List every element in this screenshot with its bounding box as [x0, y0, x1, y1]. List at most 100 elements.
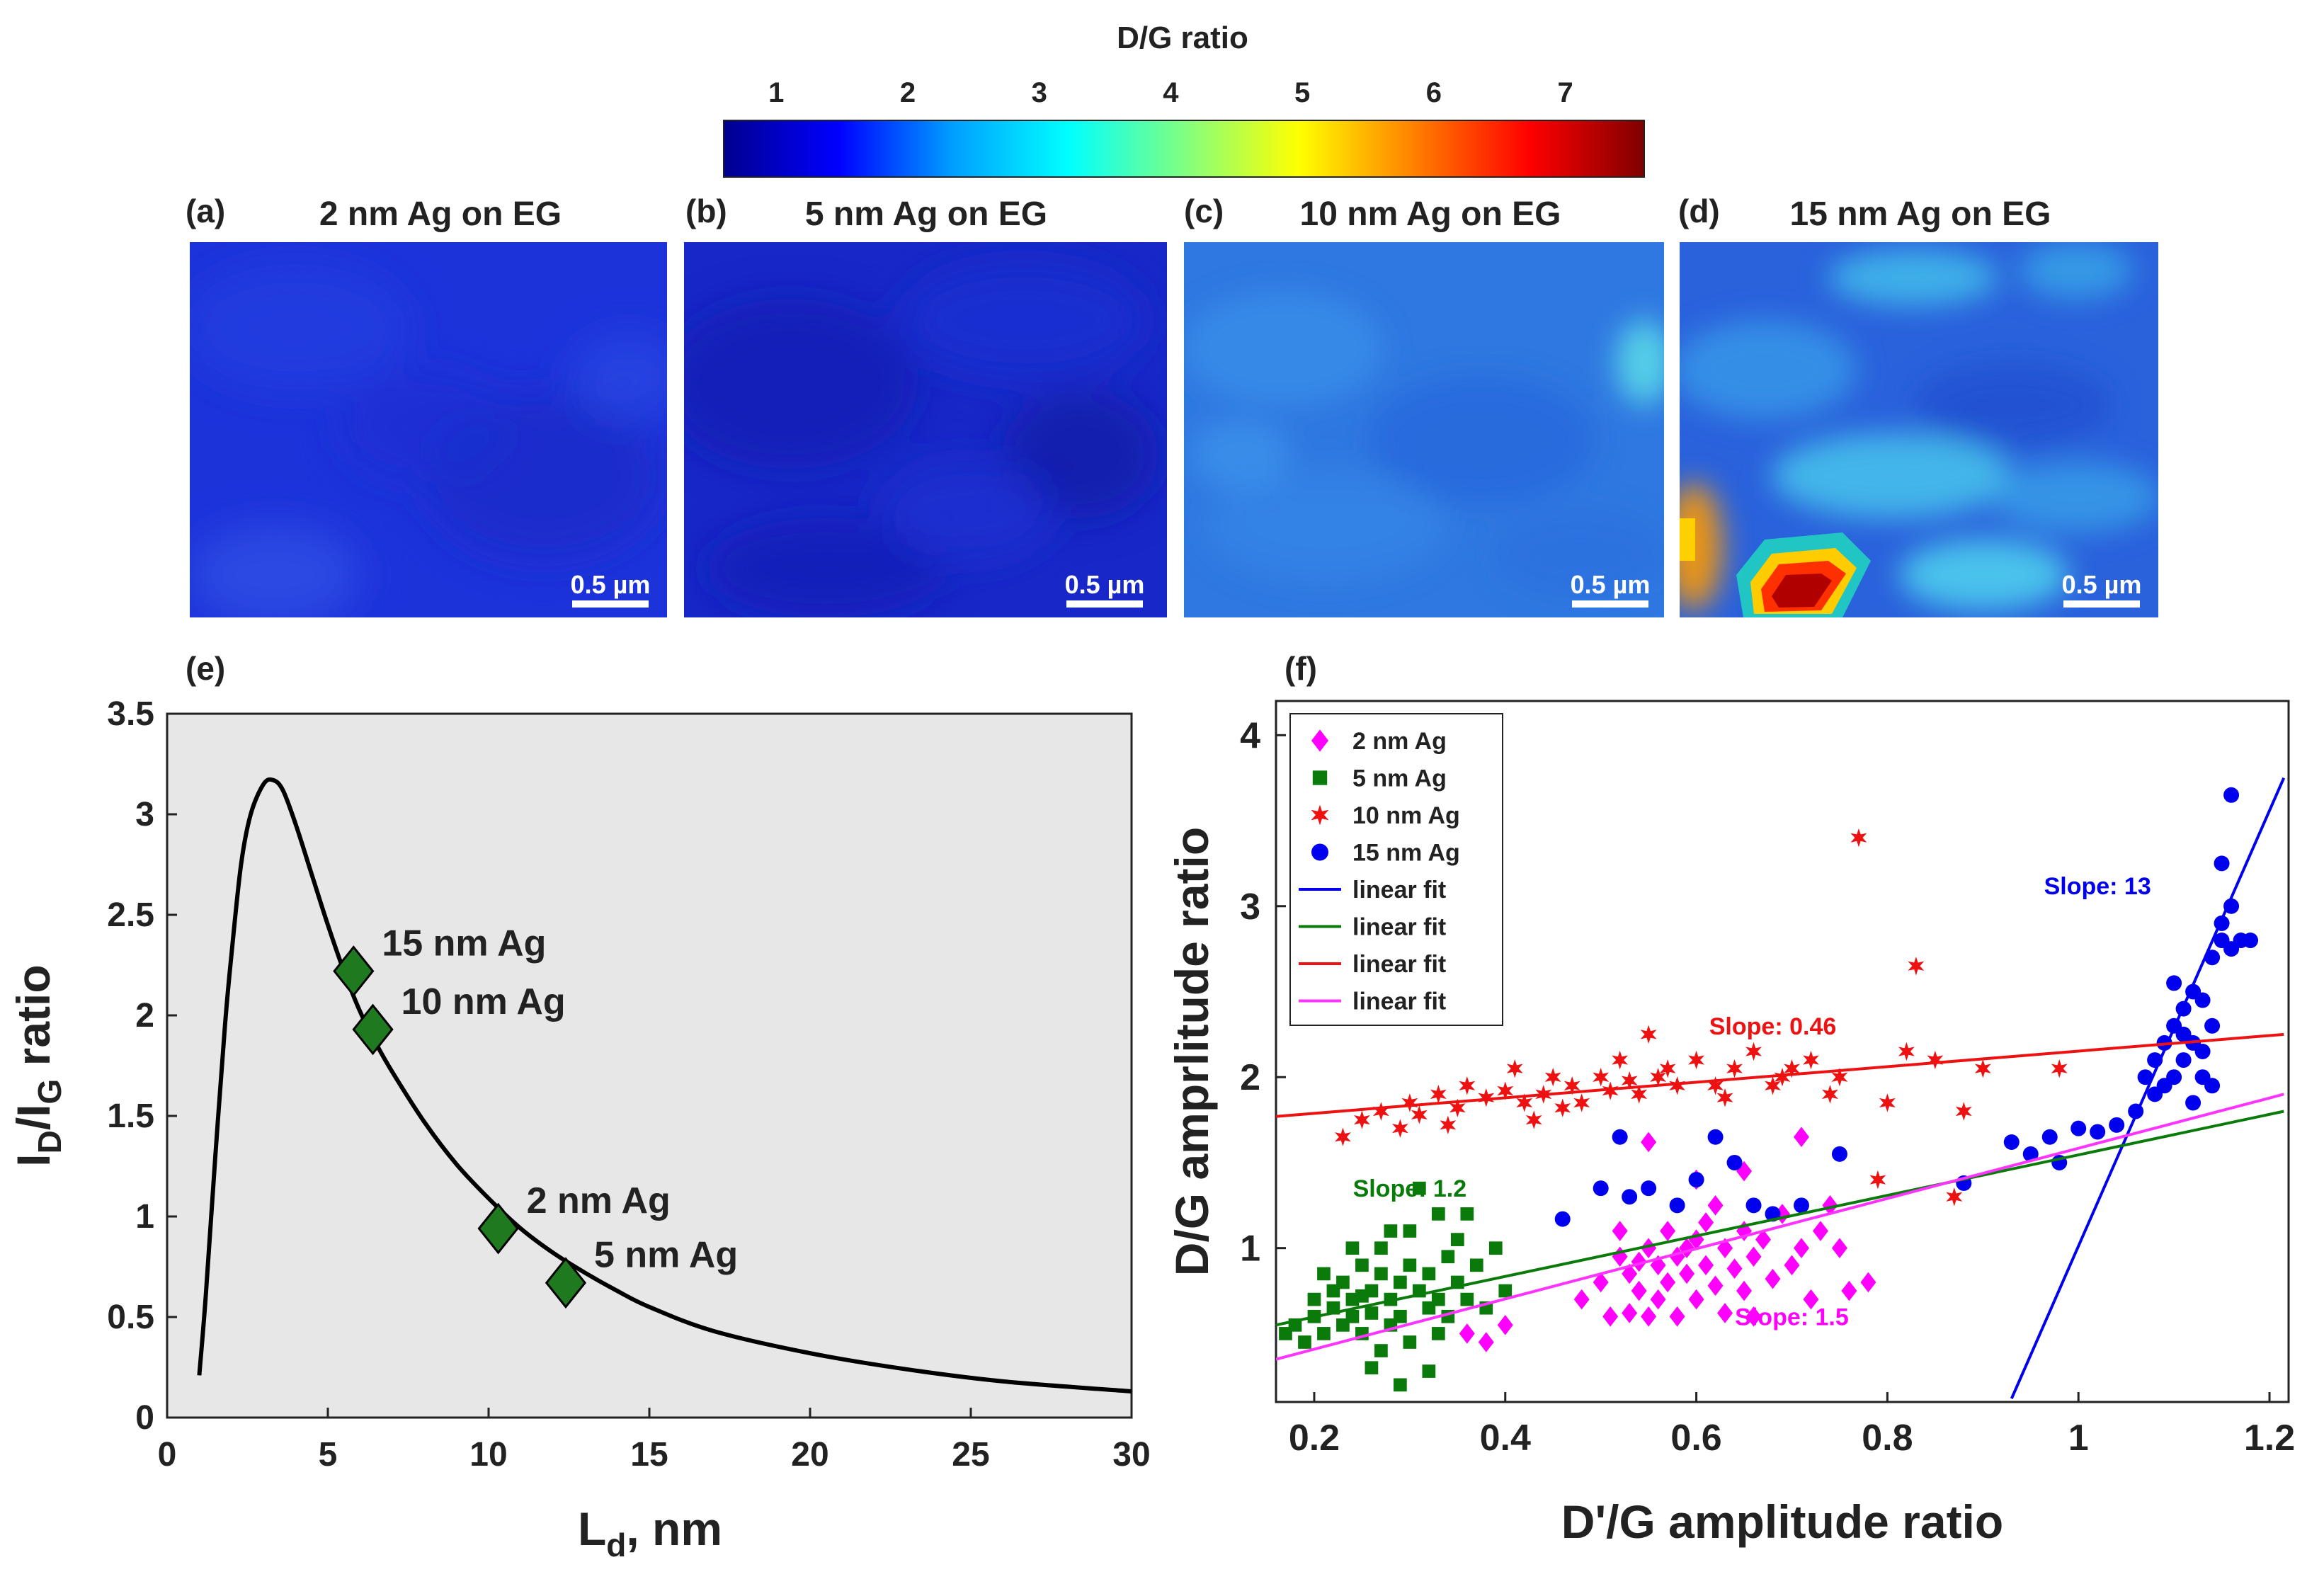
map-image-b [684, 242, 1167, 617]
diamond-marker [1573, 1289, 1590, 1310]
xlabel-e-main: L [578, 1503, 606, 1555]
xlabel-f: D'/G amplitude ratio [1561, 1495, 2003, 1548]
fit-line [1276, 1032, 2284, 1118]
square-marker [1365, 1361, 1379, 1375]
edge-spot [1680, 518, 1695, 561]
slope-label: Slope: 1.2 [1353, 1175, 1467, 1202]
circle-marker [2194, 992, 2211, 1008]
x-tick-label-f: 1.2 [2244, 1418, 2295, 1459]
ylabel-e-3: G [31, 1079, 68, 1105]
star-marker [1593, 1068, 1610, 1087]
colorbar-tick-label: 5 [1294, 77, 1310, 108]
ylabel-e-4: ratio [7, 964, 59, 1078]
star-marker [1640, 1025, 1657, 1044]
star-marker [1554, 1098, 1571, 1117]
panel-label-d: (d) [1678, 193, 1720, 229]
square-marker [1355, 1289, 1369, 1303]
diamond-marker [1736, 1280, 1753, 1301]
star-marker [1525, 1110, 1542, 1129]
colorbar-tick-label: 1 [768, 77, 784, 108]
axes-e: 0 5 10 15 20 25 30 0 0.5 1 1.5 2 2.5 3 3.5 [107, 695, 1150, 1473]
y-tick-label-e: 2.5 [107, 896, 154, 934]
star-marker [1506, 1059, 1523, 1078]
x-tick-label-f: 0.8 [1862, 1418, 1913, 1459]
diamond-marker [352, 1003, 394, 1056]
star-marker [1745, 1042, 1762, 1061]
x-tick-label-e: 5 [319, 1436, 338, 1473]
circle-marker [2070, 1120, 2087, 1136]
star-marker [1544, 1068, 1561, 1087]
diamond-marker [1812, 1221, 1828, 1241]
x-tick-label-e: 25 [952, 1436, 989, 1473]
star-marker [1478, 1088, 1495, 1107]
data-points-e: 15 nm Ag 10 nm Ag 2 nm Ag 5 nm Ag [333, 923, 738, 1309]
diamond-marker [1641, 1238, 1657, 1258]
square-marker [1422, 1267, 1436, 1281]
square-marker [1384, 1224, 1398, 1238]
star-marker [1612, 1050, 1629, 1070]
ylabel-e-1: D [31, 1130, 68, 1153]
slope-annotations: Slope: 13 Slope: 0.46 Slope: 1.2 Slope: 1.5 [1353, 873, 2151, 1330]
diamond-marker [1745, 1306, 1762, 1327]
square-marker [1469, 1258, 1483, 1272]
square-marker [1374, 1344, 1388, 1357]
x-tick-label-e: 30 [1112, 1436, 1150, 1473]
map-panel-b: (b) 5 nm Ag on EG 0.5 µm [684, 193, 1167, 617]
diamond-marker [1631, 1280, 1647, 1301]
circle-marker [2109, 1117, 2125, 1133]
ylabel-e-0: I [7, 1153, 59, 1166]
circle-marker [2194, 1044, 2211, 1059]
square-marker [1336, 1275, 1350, 1289]
star-marker [1716, 1088, 1733, 1107]
star-marker [1688, 1050, 1705, 1070]
map-image-c [1184, 242, 1664, 617]
colorbar-title: D/G ratio [1117, 21, 1248, 55]
map-panel-c: (c) 10 nm Ag on EG 0.5 µm [1184, 193, 1664, 617]
diamond-marker [1650, 1289, 1666, 1310]
colorbar-tick-label: 4 [1163, 77, 1179, 108]
star-marker [1631, 1085, 1648, 1104]
scale-label-b: 0.5 µm [1065, 570, 1145, 599]
circle-marker [1612, 1129, 1628, 1145]
diamond-marker [1841, 1280, 1857, 1301]
star-marker [1955, 1102, 1972, 1121]
hotspot-core [1772, 574, 1832, 608]
star-marker [1869, 1170, 1886, 1190]
ylabel-e-2: /I [7, 1104, 59, 1130]
legend-label: linear fit [1352, 951, 1446, 978]
colorbar: D/G ratio 1 2 3 4 5 6 7 [723, 21, 1645, 178]
diamond-marker [1822, 1195, 1838, 1216]
y-tick-label-e: 0 [135, 1399, 154, 1437]
circle-marker [2137, 1069, 2153, 1085]
diamond-marker [1793, 1127, 1809, 1148]
square-marker [1441, 1250, 1455, 1264]
diamond-marker [1641, 1131, 1657, 1153]
star-marker [1774, 1068, 1791, 1087]
xlabel-e: Ld, nm [578, 1503, 722, 1563]
star-marker [1311, 804, 1329, 826]
diamond-marker [1622, 1303, 1638, 1323]
diamond-marker [1593, 1272, 1609, 1293]
slope-label: Slope: 13 [2044, 873, 2151, 900]
diamond-marker [1831, 1238, 1847, 1258]
square-marker [1374, 1267, 1388, 1281]
star-marker [1879, 1093, 1896, 1112]
y-tick-label-e: 3 [135, 796, 154, 833]
star-marker [1459, 1076, 1476, 1095]
square-marker [1413, 1181, 1426, 1195]
map-title-d: 15 nm Ag on EG [1790, 195, 2051, 233]
panel-label-e: (e) [186, 650, 225, 687]
square-marker [1394, 1378, 1407, 1392]
scale-label-d: 0.5 µm [2062, 570, 2142, 599]
colorbar-tick-label: 2 [900, 77, 916, 108]
x-tick-label-e: 0 [158, 1436, 177, 1473]
point-label: 10 nm Ag [401, 981, 566, 1022]
diamond-marker [1660, 1221, 1676, 1241]
diamond-marker [1612, 1221, 1628, 1241]
star-marker [1765, 1076, 1781, 1095]
square-marker [1431, 1207, 1445, 1221]
diamond-marker [1765, 1268, 1781, 1289]
point-label: 15 nm Ag [382, 923, 546, 964]
fit-line [1276, 1093, 2284, 1361]
